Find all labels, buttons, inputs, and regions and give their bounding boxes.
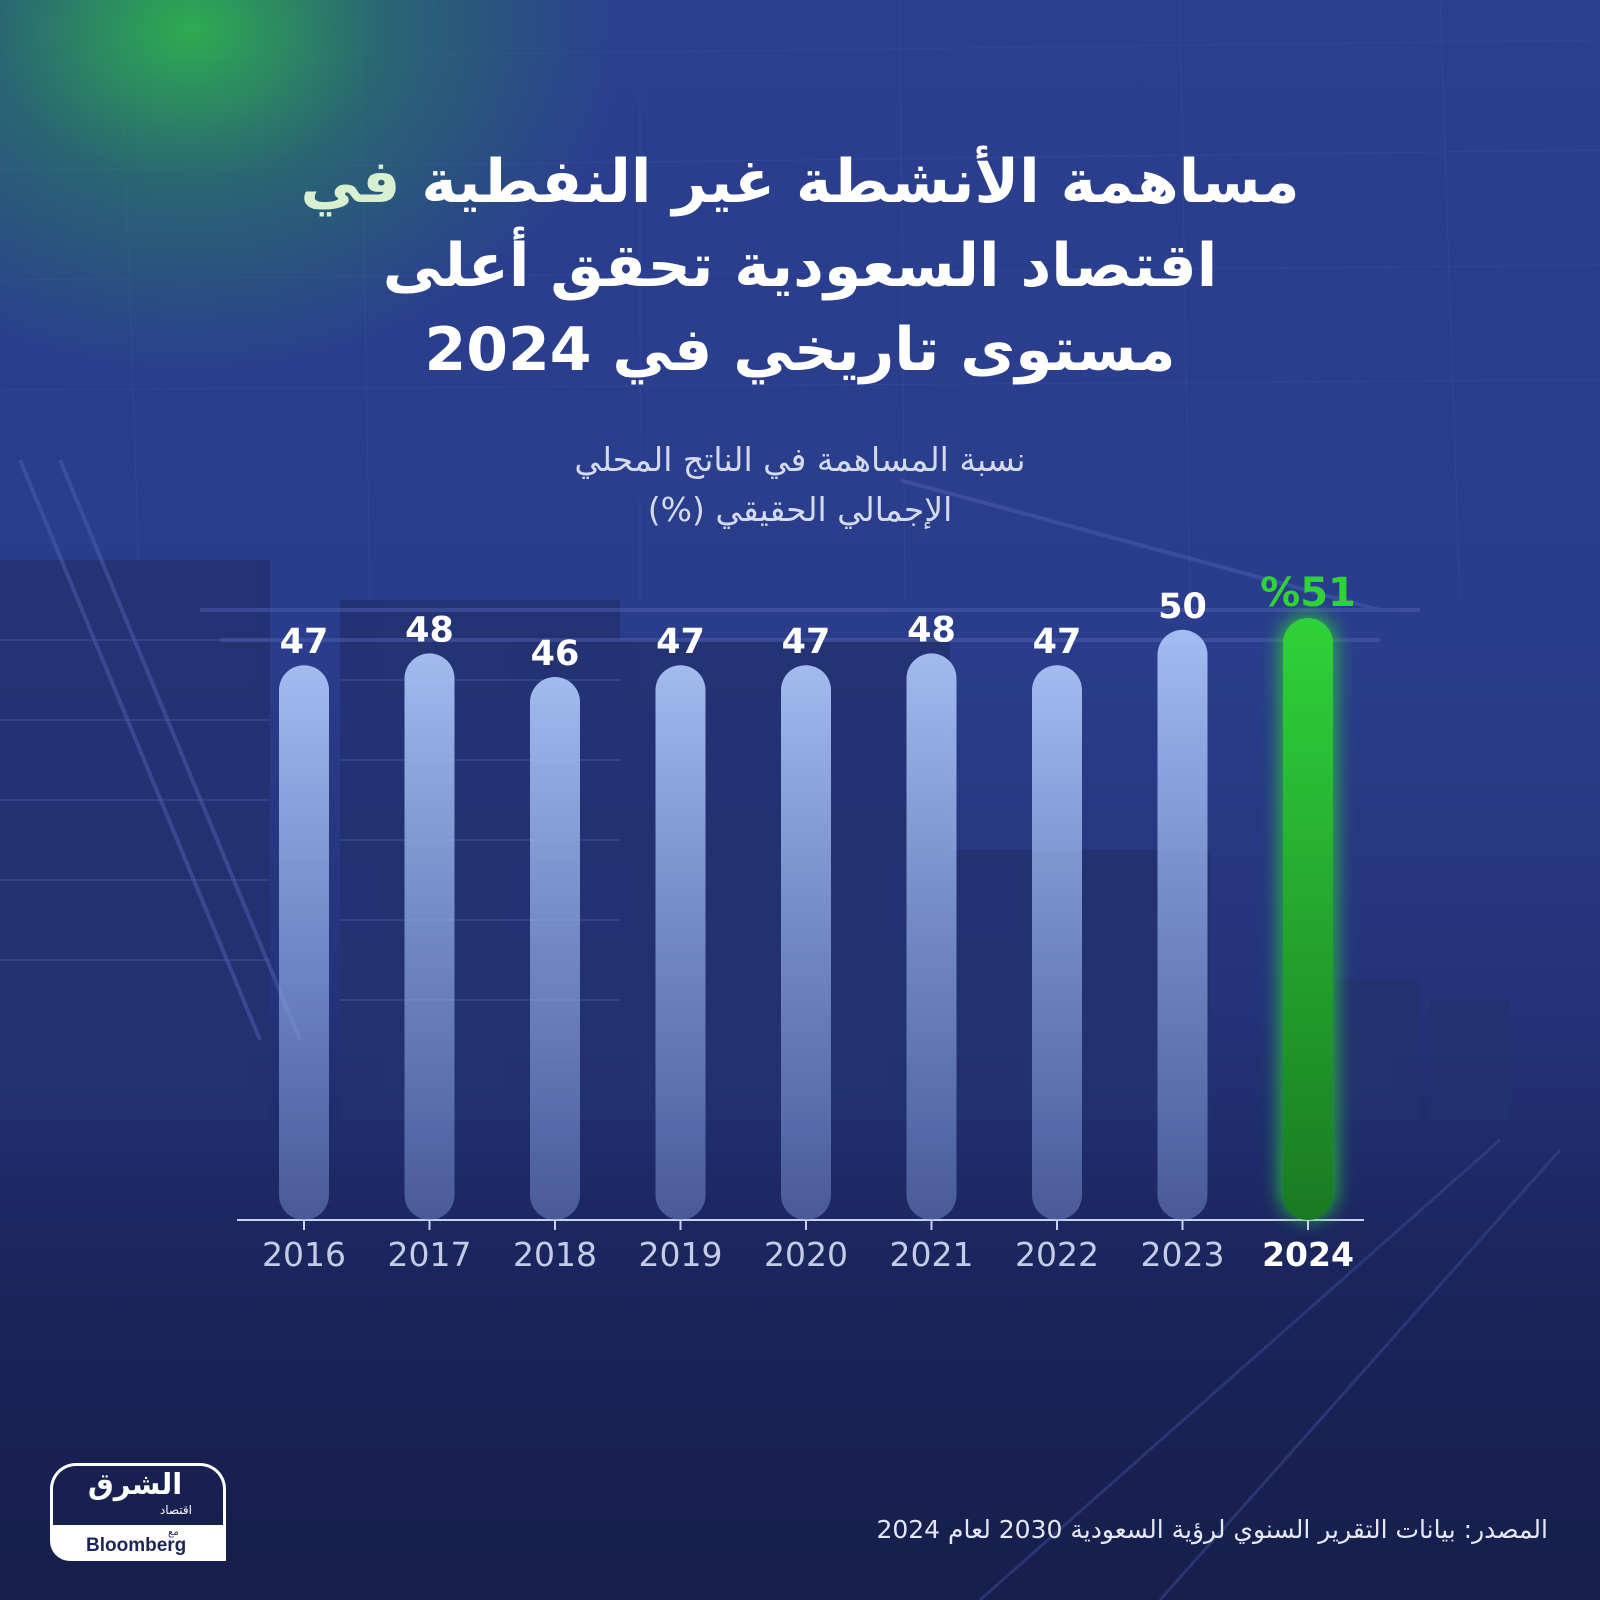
x-tick-label-2020: 2020 [764,1235,848,1274]
bar-2022 [1032,665,1082,1220]
title-highlight-word: في [300,147,401,217]
bar-2018 [530,677,580,1220]
logo-frame [50,1463,226,1528]
source-note: المصدر: بيانات التقرير السنوي لرؤية السع… [876,1515,1548,1544]
asharq-bloomberg-logo: الشرق اقتصاد مع Bloomberg [50,1463,228,1561]
title-line-3: مستوى تاريخي في 2024 [424,315,1176,385]
x-tick-label-2021: 2021 [890,1235,974,1274]
x-tick-label-2022: 2022 [1015,1235,1099,1274]
logo-arabic-text: الشرق [87,1467,183,1501]
value-label-2016: 47 [280,622,329,662]
x-tick-label-2023: 2023 [1141,1235,1225,1274]
value-label-2024: %51 [1260,570,1356,616]
value-label-2022: 47 [1033,622,1082,662]
value-label-2020: 47 [782,622,831,662]
title-text-1a: مساهمة الأنشطة غير النفطية [421,147,1300,217]
title-line-2: اقتصاد السعودية تحقق أعلى [382,231,1218,301]
value-label-2021: 48 [907,610,956,650]
axis-description-line-2: الإجمالي الحقيقي (%) [647,490,953,529]
value-label-2019: 47 [656,622,705,662]
bar-2020 [781,665,831,1220]
value-label-2017: 48 [405,610,454,650]
axis-description-line-1: نسبة المساهمة في الناتج المحلي [574,440,1026,479]
bar-2023 [1157,629,1208,1220]
x-tick-label-2018: 2018 [513,1235,597,1274]
bar-2024 [1283,618,1333,1220]
x-tick-label-2017: 2017 [388,1235,472,1274]
value-label-2023: 50 [1158,587,1207,627]
x-tick-label-2019: 2019 [639,1235,723,1274]
bar-2019 [655,665,706,1220]
title-line-1: مساهمة الأنشطة غير النفطية في [200,138,1400,226]
bar-2021 [906,653,957,1220]
bar-2017 [404,653,455,1220]
value-label-2018: 46 [531,634,580,674]
logo-white-strip [50,1525,226,1561]
x-tick-label-2016: 2016 [262,1235,346,1274]
logo-bloomberg-text: Bloomberg [86,1535,187,1556]
bar-2016 [279,665,329,1220]
x-tick-label-2024: 2024 [1262,1235,1354,1274]
logo-sub-text: اقتصاد [159,1503,192,1517]
green-glow-decoration [0,0,640,390]
logo-with-text: مع [168,1527,179,1538]
